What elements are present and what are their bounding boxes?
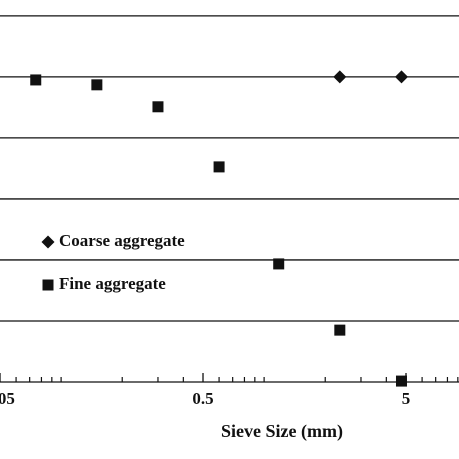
point	[213, 161, 225, 173]
point	[333, 70, 347, 84]
point	[334, 324, 346, 336]
legend-label: Coarse aggregate	[59, 231, 185, 250]
point	[91, 79, 103, 91]
point	[395, 375, 407, 387]
x-tick-label: 0.05	[0, 389, 15, 408]
x-axis-label: Sieve Size (mm)	[221, 421, 343, 442]
point	[30, 74, 42, 86]
legend-marker	[41, 235, 55, 249]
x-tick-label: 0.5	[192, 389, 213, 408]
point	[394, 70, 408, 84]
legend-marker	[42, 279, 54, 291]
point	[152, 101, 164, 113]
x-tick-label: 5	[402, 389, 411, 408]
legend-label: Fine aggregate	[59, 274, 166, 293]
point	[273, 258, 285, 270]
